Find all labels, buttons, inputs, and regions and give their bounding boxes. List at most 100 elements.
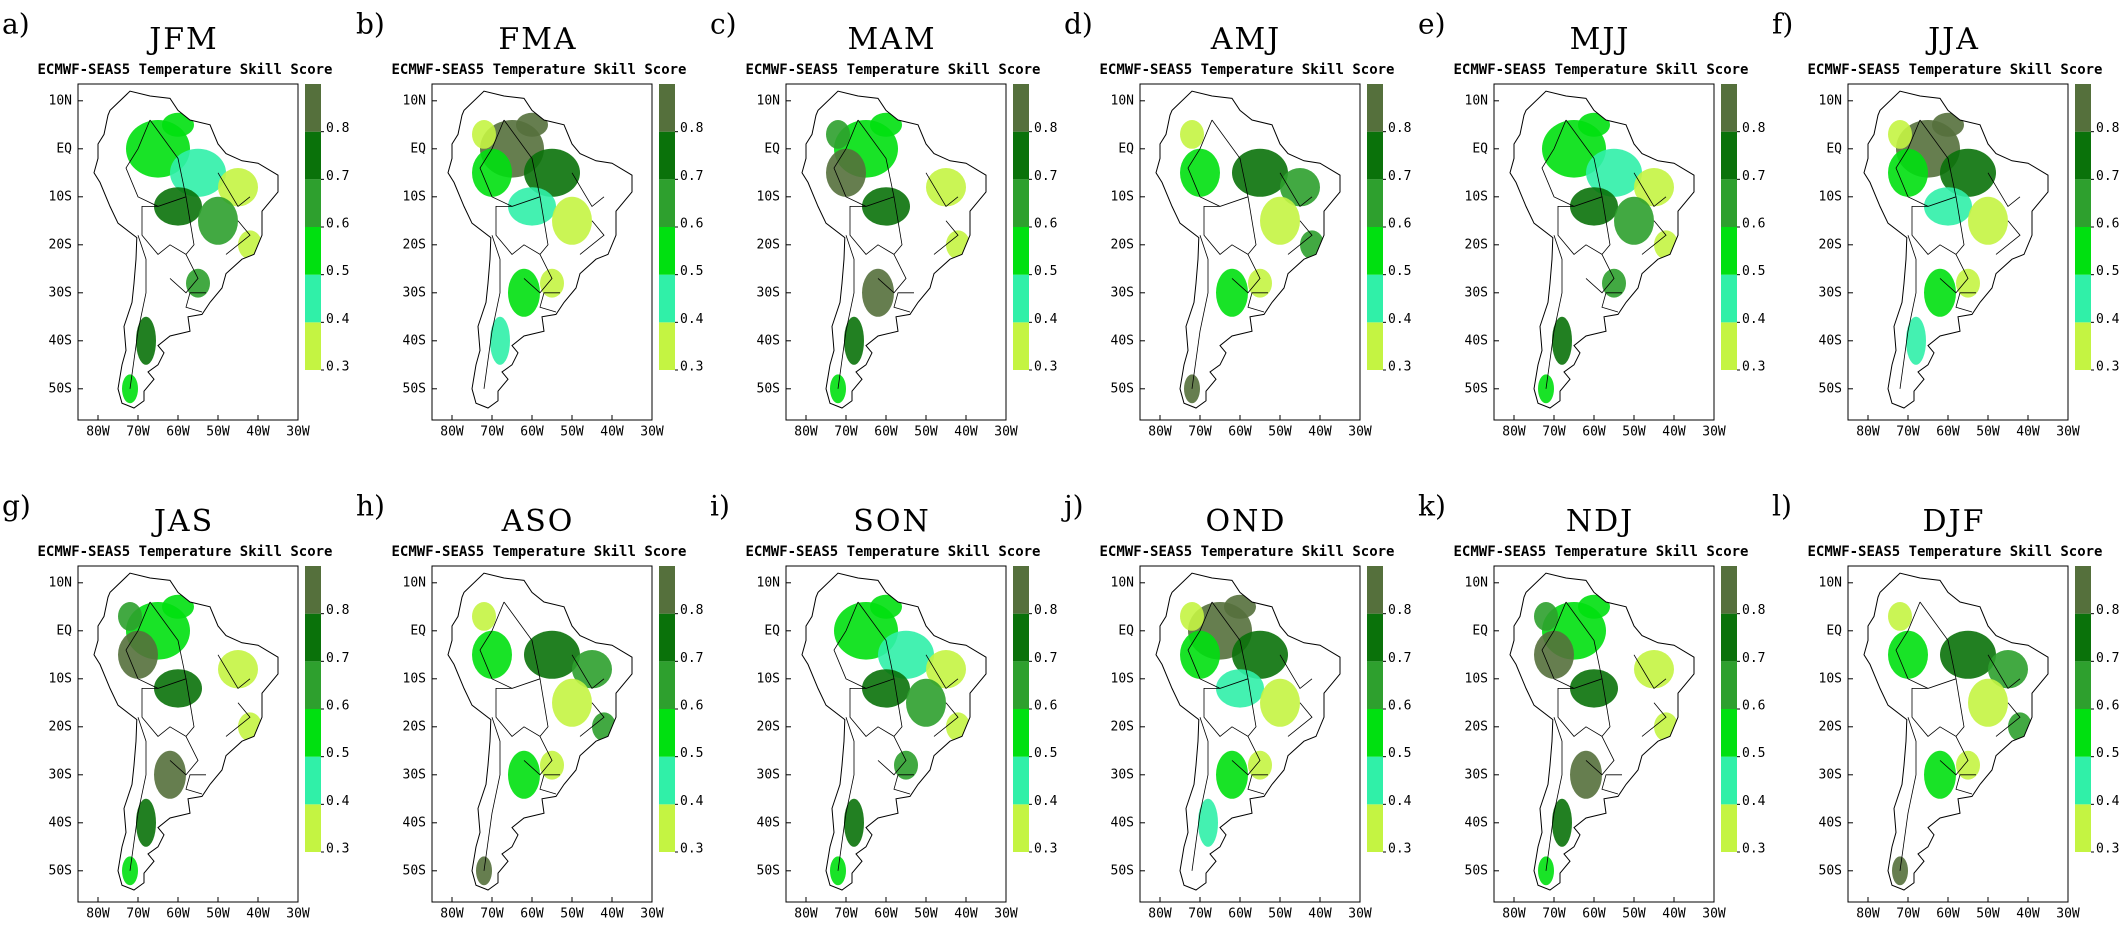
y-tick-label: 30S (757, 285, 780, 300)
country-border (125, 601, 187, 689)
y-tick-label: EQ (1826, 623, 1842, 638)
skill-shading (1968, 678, 2008, 727)
country-border (893, 292, 914, 313)
skill-shading (1216, 669, 1264, 708)
skill-shading (862, 268, 894, 317)
x-tick-label: 60W (874, 425, 898, 440)
x-tick-label: 70W (480, 425, 504, 440)
panel-subtitle: ECMWF-SEAS5 Temperature Skill Score (1099, 62, 1394, 78)
y-tick-label: 10N (403, 93, 426, 108)
map-panel: d) AMJ ECMWF-SEAS5 Temperature Skill Score… (1064, 8, 1412, 440)
country-border (1187, 119, 1249, 207)
panel-title: NDJ (1566, 504, 1634, 539)
x-tick-label: 60W (166, 425, 190, 440)
y-tick-label: 50S (1819, 381, 1842, 396)
colorbar-segment (1013, 661, 1029, 709)
skill-shading (870, 594, 902, 619)
y-tick-label: 10S (403, 671, 426, 686)
colorbar-segment (305, 661, 321, 709)
panel-label: l) (1772, 490, 1792, 523)
colorbar-label: 0.6 (1742, 217, 1765, 232)
skill-shading (472, 602, 496, 631)
skill-shading (118, 602, 142, 631)
skill-shading (1552, 798, 1572, 847)
colorbar-segment (2075, 322, 2091, 370)
panel-subtitle: ECMWF-SEAS5 Temperature Skill Score (1807, 62, 2102, 78)
country-border (1601, 292, 1622, 313)
colorbar-label: 0.8 (326, 603, 349, 618)
x-tick-label: 80W (86, 425, 110, 440)
panel-title: SON (853, 504, 930, 539)
panel-subtitle: ECMWF-SEAS5 Temperature Skill Score (1807, 544, 2102, 560)
country-border (1995, 702, 2021, 737)
y-tick-label: 20S (1465, 719, 1488, 734)
x-tick-label: 70W (1896, 425, 1920, 440)
colorbar-segment (305, 131, 321, 180)
colorbar-segment (2075, 84, 2091, 132)
x-tick-label: 70W (1188, 907, 1212, 922)
y-tick-label: EQ (1118, 141, 1134, 156)
country-border (1187, 601, 1249, 689)
country-border (571, 172, 605, 207)
x-tick-label: 80W (440, 907, 464, 922)
skill-shading (1232, 630, 1288, 679)
skill-shading (136, 316, 156, 365)
colorbar-label: 0.8 (1388, 603, 1411, 618)
colorbar-label: 0.6 (680, 699, 703, 714)
skill-shading (1198, 798, 1218, 847)
skill-shading (154, 669, 202, 708)
skill-shading (1248, 268, 1272, 298)
skill-shading (862, 669, 910, 708)
skill-shading (524, 630, 580, 679)
colorbar-label: 0.7 (1388, 651, 1411, 666)
x-tick-label: 80W (1502, 907, 1526, 922)
y-tick-label: 10S (1819, 189, 1842, 204)
colorbar-segment (2075, 661, 2091, 709)
x-tick-label: 40W (1308, 907, 1332, 922)
country-border (1557, 196, 1611, 255)
x-tick-label: 40W (1662, 425, 1686, 440)
y-tick-label: 30S (403, 767, 426, 782)
y-tick-label: 40S (403, 815, 426, 830)
colorbar-segment (1367, 322, 1383, 370)
country-border (837, 717, 855, 871)
map-panel: g) JAS ECMWF-SEAS5 Temperature Skill Score… (2, 490, 350, 922)
colorbar-label: 0.5 (1034, 746, 1057, 761)
colorbar-label: 0.3 (680, 360, 703, 375)
colorbar-label: 0.4 (1034, 312, 1058, 327)
skill-shading (878, 630, 934, 679)
colorbar-label: 0.7 (680, 651, 703, 666)
panel-subtitle: ECMWF-SEAS5 Temperature Skill Score (745, 544, 1040, 560)
colorbar-label: 0.7 (326, 169, 349, 184)
country-border (1895, 119, 1957, 207)
country-border (1955, 292, 1976, 313)
panel-subtitle: ECMWF-SEAS5 Temperature Skill Score (1099, 544, 1394, 560)
colorbar-segment (659, 227, 675, 275)
y-tick-label: 20S (403, 237, 426, 252)
shading (1888, 112, 2008, 365)
colorbar-segment (1367, 227, 1383, 275)
country-border (837, 235, 855, 389)
x-tick-label: 50W (914, 907, 938, 922)
panel-title: MAM (847, 22, 936, 57)
colorbar-segment (1367, 709, 1383, 757)
colorbar-segment (2075, 804, 2091, 852)
panel-label: h) (356, 490, 385, 523)
colorbar-segment (1721, 709, 1737, 757)
country-border (833, 601, 895, 689)
country-border (523, 254, 553, 294)
skill-shading (844, 798, 864, 847)
x-tick-label: 30W (286, 907, 310, 922)
colorbar-label: 0.6 (2096, 217, 2119, 232)
y-tick-label: 20S (1111, 237, 1134, 252)
colorbar-segment (1367, 84, 1383, 132)
colorbar-segment (1721, 131, 1737, 180)
colorbar-segment (659, 274, 675, 323)
colorbar-label: 0.4 (2096, 312, 2120, 327)
country-border (1995, 220, 2021, 255)
x-tick-label: 60W (1582, 425, 1606, 440)
y-tick-label: 30S (1111, 285, 1134, 300)
colorbar-label: 0.6 (1034, 217, 1057, 232)
skill-shading (472, 119, 496, 149)
y-tick-label: EQ (410, 623, 426, 638)
